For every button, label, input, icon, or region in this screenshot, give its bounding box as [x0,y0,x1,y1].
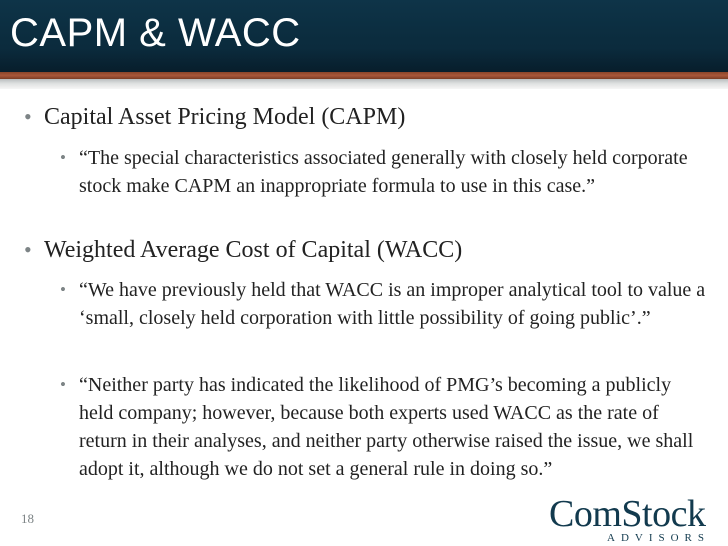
quote-wacc-2: “Neither party has indicated the likelih… [79,374,694,480]
bullet-marker: • [24,237,32,262]
logo-subtitle: ADVISORS [607,532,711,544]
title-bar-shade [0,48,728,72]
bullet-heading-capm: Capital Asset Pricing Model (CAPM) [44,104,406,130]
comstock-logo: ComStock ADVISORS [549,493,714,544]
sub-bullet-marker: • [60,280,66,299]
page-number: 18 [21,511,34,526]
sub-bullet-marker: • [60,375,66,394]
slide-title: CAPM & WACC [10,11,301,55]
title-bar: CAPM & WACC [0,0,728,72]
bullet-marker: • [24,104,32,129]
sub-bullet-marker: • [60,148,66,167]
accent-rule [0,72,728,79]
quote-capm: “The special characteristics associated … [79,147,688,197]
quote-wacc-1: “We have previously held that WACC is an… [79,279,706,329]
bullet-heading-wacc: Weighted Average Cost of Capital (WACC) [44,237,463,263]
divider-shadow [0,79,728,89]
logo-wordmark: ComStock [549,493,706,535]
